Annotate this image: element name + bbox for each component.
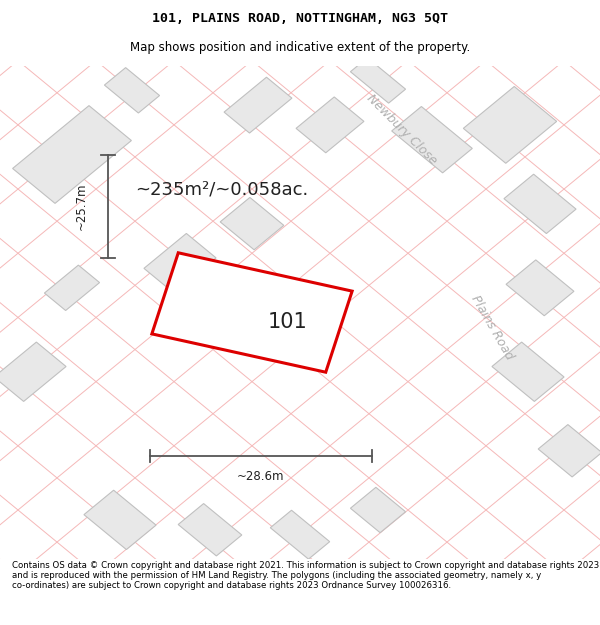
Polygon shape xyxy=(271,510,329,559)
Polygon shape xyxy=(178,504,242,556)
Polygon shape xyxy=(220,198,284,250)
Polygon shape xyxy=(350,58,406,103)
Polygon shape xyxy=(144,234,216,292)
Polygon shape xyxy=(492,342,564,401)
Polygon shape xyxy=(84,490,156,549)
Polygon shape xyxy=(152,253,352,372)
Text: ~25.7m: ~25.7m xyxy=(74,182,88,230)
Polygon shape xyxy=(392,106,472,173)
Polygon shape xyxy=(350,488,406,532)
Text: ~28.6m: ~28.6m xyxy=(237,470,285,483)
Text: 101, PLAINS ROAD, NOTTINGHAM, NG3 5QT: 101, PLAINS ROAD, NOTTINGHAM, NG3 5QT xyxy=(152,12,448,25)
Text: Map shows position and indicative extent of the property.: Map shows position and indicative extent… xyxy=(130,41,470,54)
Polygon shape xyxy=(538,424,600,477)
Polygon shape xyxy=(463,86,557,163)
Polygon shape xyxy=(506,260,574,316)
Polygon shape xyxy=(224,78,292,133)
Text: Plains Road: Plains Road xyxy=(469,292,515,362)
Polygon shape xyxy=(13,106,131,203)
Polygon shape xyxy=(296,97,364,152)
Text: ~235m²/~0.058ac.: ~235m²/~0.058ac. xyxy=(136,180,308,198)
Polygon shape xyxy=(0,342,66,401)
Text: Newbury Close: Newbury Close xyxy=(364,92,440,168)
Polygon shape xyxy=(44,265,100,311)
Polygon shape xyxy=(104,68,160,113)
Polygon shape xyxy=(504,174,576,234)
Text: 101: 101 xyxy=(268,312,308,332)
Text: Contains OS data © Crown copyright and database right 2021. This information is : Contains OS data © Crown copyright and d… xyxy=(12,561,599,591)
